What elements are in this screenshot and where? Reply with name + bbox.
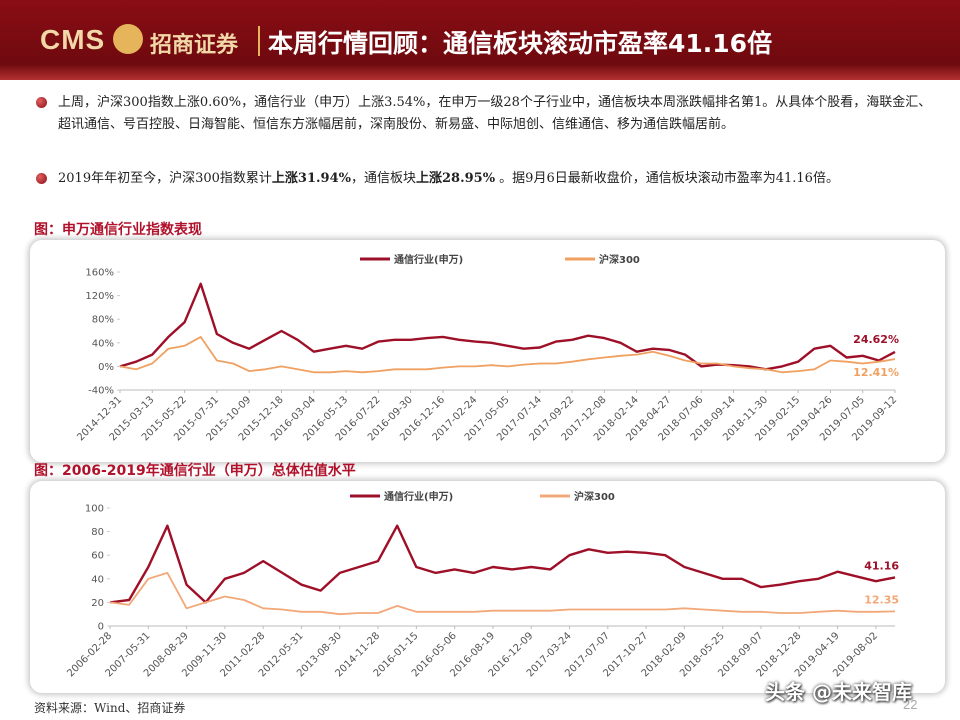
bullet-text: 。据9月6日最新收盘价，通信板块滚动市盈率为41.16倍。 bbox=[495, 171, 839, 186]
legend-label: 沪深300 bbox=[599, 253, 640, 266]
bullet-text: ，通信板块 bbox=[350, 171, 416, 186]
value-label: 12.35 bbox=[864, 593, 899, 606]
y-tick-label: 80% bbox=[92, 315, 114, 326]
y-tick-label: 40 bbox=[91, 574, 104, 585]
value-label: 12.41% bbox=[853, 366, 899, 379]
y-tick-label: 160% bbox=[85, 268, 114, 279]
bullet: 2019年年初至今，沪深300指数累计上涨31.94%，通信板块上涨28.95%… bbox=[36, 168, 938, 190]
y-tick-label: 0% bbox=[98, 362, 114, 373]
y-tick-label: -40% bbox=[88, 386, 114, 397]
line bbox=[109, 524, 896, 604]
y-tick-label: 0 bbox=[98, 622, 104, 633]
y-tick-label: 100 bbox=[85, 504, 104, 515]
line bbox=[119, 282, 896, 371]
logo-cn: 招商证券 bbox=[150, 32, 239, 58]
y-tick-label: 120% bbox=[85, 291, 114, 302]
source: 资料来源：Wind、招商证券 bbox=[34, 701, 186, 715]
bullet-bold: 上涨28.95% bbox=[415, 171, 496, 186]
page-number: 22 bbox=[903, 697, 918, 712]
chart-box: 0 20 40 60 80 100 2006-02-28 2007-05-31 2008-08-… bbox=[30, 481, 945, 693]
header: CMS 招商证券 本周行情回顾：通信板块滚动市盈率41.16倍 bbox=[0, 0, 960, 80]
separator bbox=[258, 26, 260, 56]
logo-icon bbox=[113, 24, 143, 54]
chart-title: 图：2006-2019年通信行业（申万）总体估值水平 bbox=[34, 463, 356, 479]
line bbox=[119, 336, 896, 374]
bullet-text: 上周，沪深300指数上涨0.60%，通信行业（申万）上涨3.54%，在申万一级2… bbox=[58, 95, 932, 132]
bullet-text: 2019年年初至今，沪深300指数累计 bbox=[58, 171, 272, 186]
bullet-dot bbox=[36, 97, 47, 108]
bullet-dot bbox=[36, 173, 47, 184]
watermark: 头条 @未来智库 bbox=[765, 680, 912, 704]
legend-label: 通信行业(申万) bbox=[384, 490, 453, 503]
slide-title: 本周行情回顾：通信板块滚动市盈率41.16倍 bbox=[268, 29, 773, 58]
value-label: 41.16 bbox=[864, 559, 899, 572]
y-tick-label: 20 bbox=[91, 598, 104, 609]
line bbox=[109, 572, 896, 616]
chart: 0204060801002006-02-282007-05-312008-08-… bbox=[65, 490, 899, 679]
y-tick-label: 40% bbox=[92, 338, 114, 349]
y-tick-label: 60 bbox=[91, 551, 104, 562]
chart: -40%0%40%80%120%160%2014-12-312015-03-13… bbox=[75, 253, 899, 443]
chart-box: -40% 0% 40% 80% 120% 160% 2014-12-31 2015-03-13… bbox=[30, 240, 945, 462]
chart-title: 图：申万通信行业指数表现 bbox=[34, 222, 202, 238]
logo-en: CMS bbox=[40, 24, 106, 55]
bullet: 上周，沪深300指数上涨0.60%，通信行业（申万）上涨3.54%，在申万一级2… bbox=[36, 92, 938, 136]
legend-label: 通信行业(申万) bbox=[394, 253, 463, 266]
value-label: 24.62% bbox=[853, 333, 899, 346]
y-tick-label: 80 bbox=[91, 527, 104, 538]
bullet-bold: 上涨31.94% bbox=[271, 171, 351, 186]
legend-label: 沪深300 bbox=[574, 490, 615, 503]
